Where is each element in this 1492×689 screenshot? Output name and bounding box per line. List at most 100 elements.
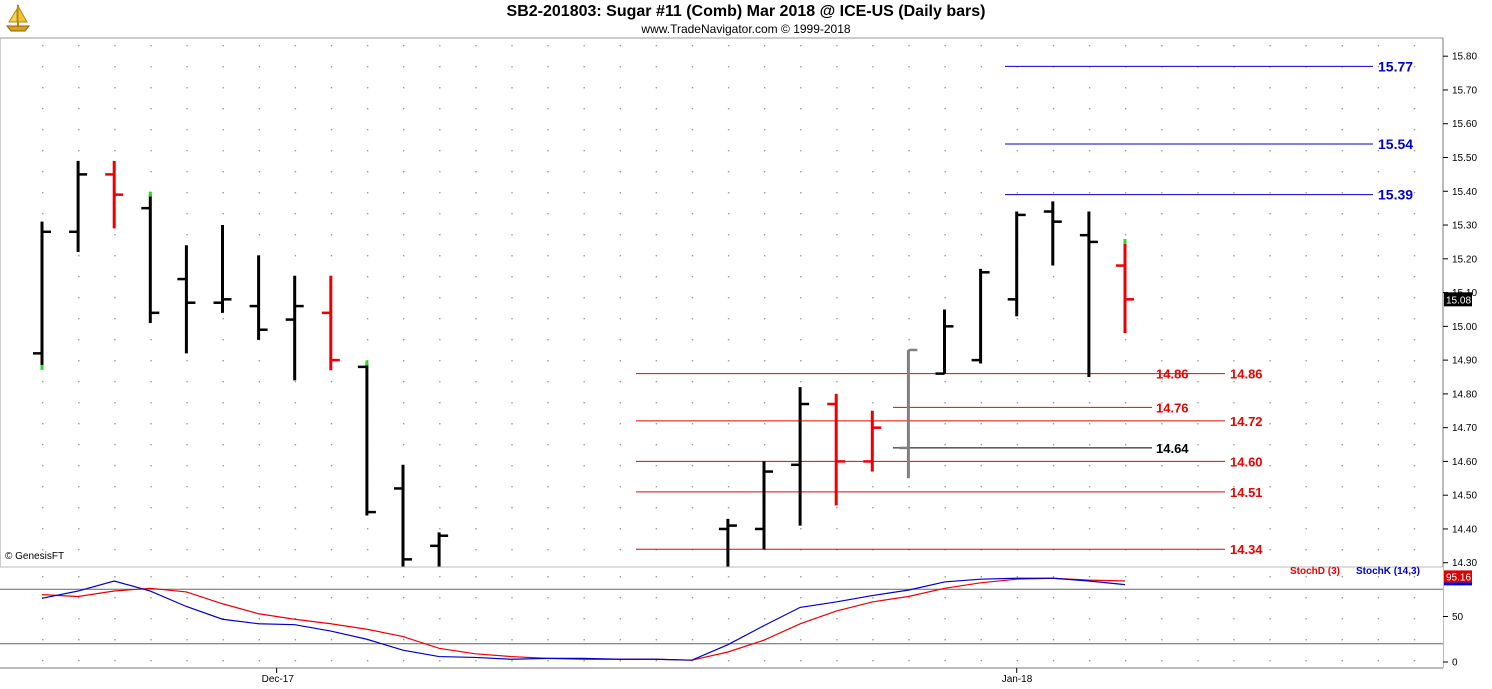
grid-dot	[294, 423, 297, 425]
grid-dot	[800, 381, 802, 383]
grid-dot	[655, 597, 658, 599]
grid-dot	[42, 444, 44, 446]
grid-dot	[511, 576, 513, 578]
grid-dot	[1197, 339, 1199, 341]
grid-dot	[944, 255, 946, 257]
grid-dot	[655, 108, 658, 110]
grid-dot	[800, 576, 802, 578]
grid-dot	[764, 192, 766, 194]
grid-dot	[980, 213, 982, 215]
grid-dot	[222, 381, 224, 383]
grid-dot	[1088, 528, 1091, 530]
grid-dot	[186, 192, 188, 194]
grid-dot	[691, 213, 694, 215]
grid-dot	[186, 549, 188, 551]
grid-dot	[1341, 171, 1343, 173]
grid-dot	[1052, 108, 1055, 110]
grid-dot	[78, 507, 80, 509]
ohlc-bars	[33, 160, 1134, 597]
grid-dot	[1305, 507, 1307, 509]
grid-dot	[547, 297, 549, 299]
price-tick-label: 15.60	[1452, 119, 1477, 130]
grid-dot	[475, 255, 477, 257]
grid-dot	[1088, 639, 1091, 641]
grid-dot	[619, 528, 621, 530]
grid-dot	[1052, 618, 1055, 620]
grid-dot	[980, 234, 982, 236]
grid-dot	[691, 576, 694, 578]
grid-dot	[1413, 255, 1416, 257]
grid-dot	[583, 171, 585, 173]
grid-dot	[764, 66, 766, 68]
grid-dot	[1088, 423, 1091, 425]
grid-dot	[1125, 45, 1127, 47]
grid-dot	[1088, 597, 1091, 599]
grid-dot	[1377, 87, 1380, 89]
ohlc-bar	[141, 191, 160, 323]
grid-dot	[258, 192, 260, 194]
grid-dot	[403, 297, 405, 299]
grid-dot	[1233, 576, 1235, 578]
grid-dot	[186, 45, 188, 47]
grid-dot	[1341, 528, 1343, 530]
grid-dot	[1305, 381, 1307, 383]
grid-dot	[727, 129, 730, 131]
grid-dot	[1413, 576, 1416, 578]
grid-dot	[1305, 465, 1307, 467]
grid-dot	[150, 576, 152, 578]
grid-dot	[1377, 423, 1380, 425]
grid-dot	[1269, 213, 1271, 215]
grid-dot	[1305, 402, 1307, 404]
grid-dot	[727, 465, 730, 467]
grid-dot	[186, 360, 188, 362]
grid-dot	[1377, 597, 1380, 599]
price-tick-label: 15.00	[1452, 322, 1477, 333]
grid-dot	[1305, 360, 1307, 362]
grid-dot	[1197, 297, 1199, 299]
grid-dot	[1016, 171, 1019, 173]
grid-dot	[980, 465, 982, 467]
grid-dot	[655, 255, 658, 257]
grid-dot	[1125, 360, 1127, 362]
grid-dot	[583, 150, 585, 152]
price-tick-label: 15.50	[1452, 153, 1477, 164]
grid-dot	[403, 276, 405, 278]
grid-dot	[1052, 444, 1055, 446]
price-tick-label: 14.90	[1452, 356, 1477, 367]
grid-dot	[1088, 486, 1091, 488]
grid-dot	[1125, 423, 1127, 425]
grid-dot	[1161, 108, 1163, 110]
ohlc-bar	[935, 309, 954, 375]
grid-dot	[547, 192, 549, 194]
grid-dot	[908, 618, 910, 620]
high-marker	[1123, 238, 1127, 244]
grid-dot	[366, 213, 369, 215]
grid-dot	[1016, 87, 1019, 89]
grid-dot	[908, 486, 910, 488]
grid-dot	[330, 528, 333, 530]
grid-dot	[475, 192, 477, 194]
grid-dot	[114, 381, 116, 383]
grid-dot	[908, 129, 910, 131]
grid-dot	[836, 129, 838, 131]
grid-dot	[1016, 444, 1019, 446]
grid-dot	[330, 597, 333, 599]
grid-dot	[1125, 213, 1127, 215]
grid-dot	[1233, 381, 1235, 383]
grid-dot	[619, 618, 621, 620]
grid-dot	[439, 528, 441, 530]
grid-dot	[980, 639, 982, 641]
grid-dot	[294, 108, 297, 110]
grid-dot	[1088, 465, 1091, 467]
grid-dot	[222, 576, 224, 578]
grid-dot	[42, 192, 44, 194]
grid-dot	[1413, 213, 1416, 215]
grid-dot	[800, 639, 802, 641]
grid-dot	[511, 381, 513, 383]
grid-dot	[222, 45, 224, 47]
grid-dot	[655, 360, 658, 362]
grid-dot	[511, 597, 513, 599]
grid-dot	[1377, 255, 1380, 257]
grid-dot	[980, 660, 982, 662]
grid-dot	[583, 528, 585, 530]
